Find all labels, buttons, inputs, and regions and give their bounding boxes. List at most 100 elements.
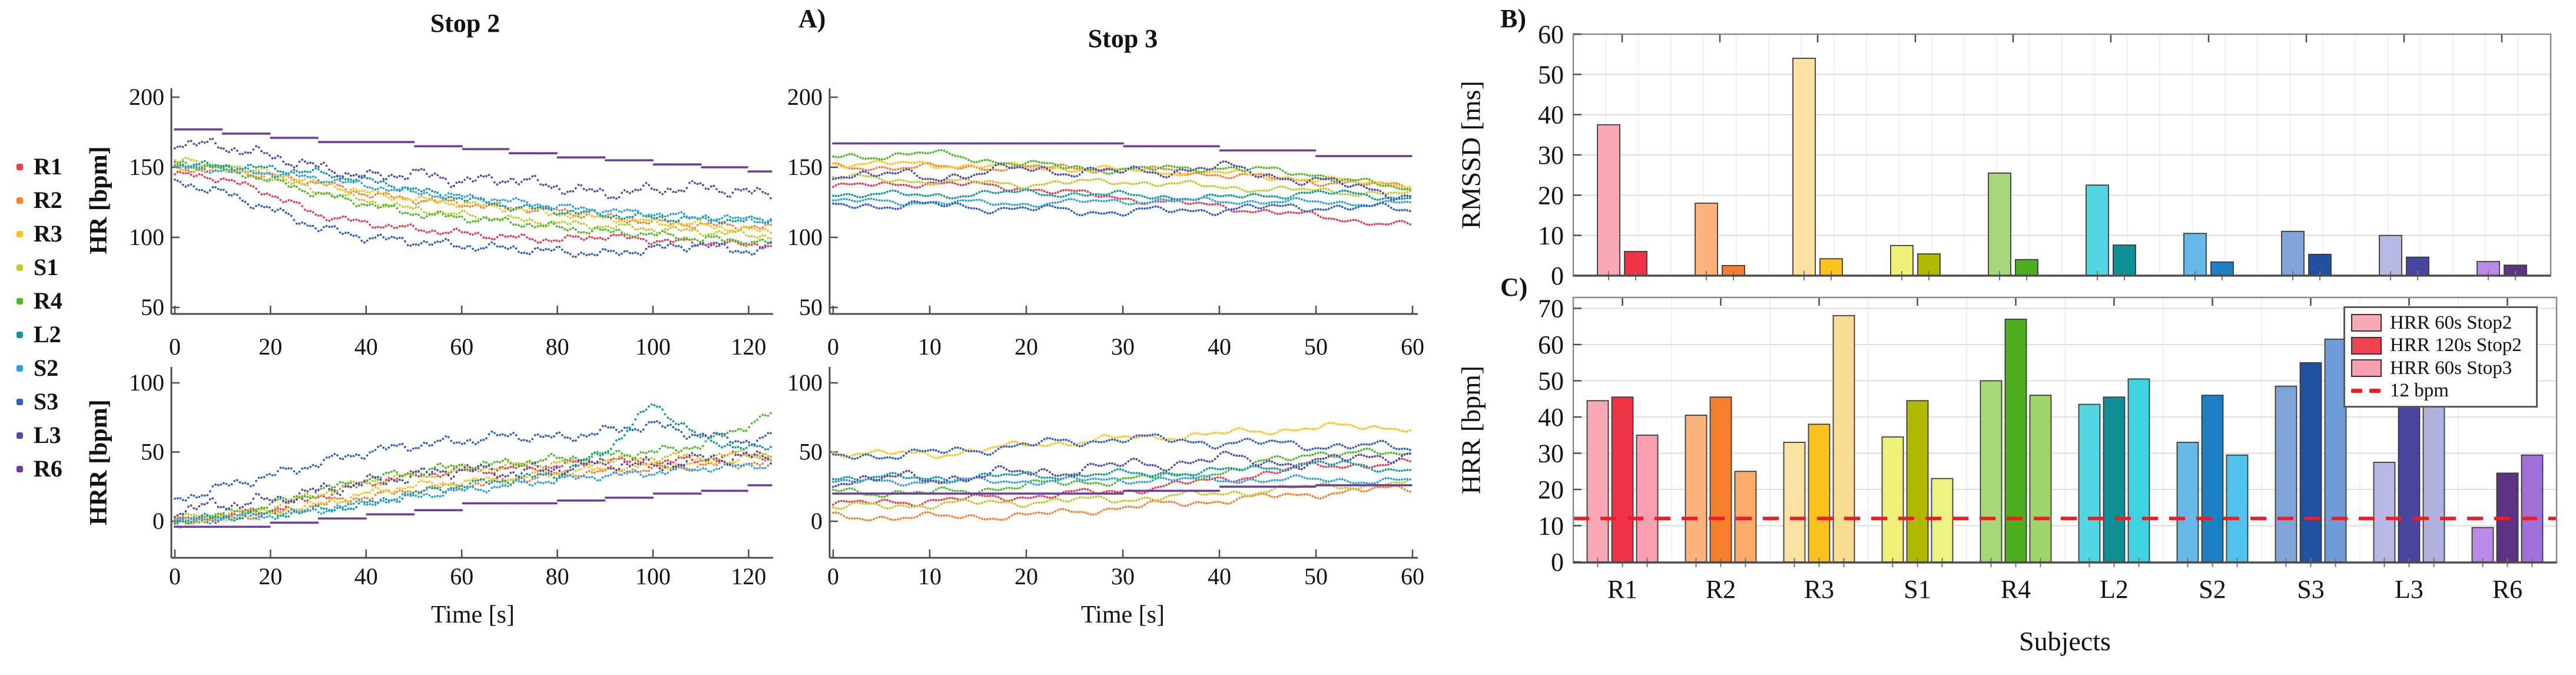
x-tick-label: 20 <box>258 563 282 590</box>
bar-R6-0 <box>2471 527 2494 562</box>
x-tick-label: 0 <box>169 333 181 360</box>
y-tick-label: 60 <box>1538 330 1564 359</box>
x-tick-label: 40 <box>1208 563 1231 590</box>
legend-swatch <box>2351 359 2382 378</box>
y-tick-label: 100 <box>787 369 823 396</box>
subject-legend-item-R4: R4 <box>16 289 62 313</box>
hrr-legend-item-0: HRR 60s Stop2 <box>2351 312 2530 335</box>
series-S1 <box>832 173 1411 197</box>
legend-marker-R2 <box>16 197 23 204</box>
stop3-title: Stop 3 <box>1088 24 1158 53</box>
y-tick-label: 50 <box>141 439 164 465</box>
y-tick-label: 40 <box>1538 403 1564 432</box>
y-tick-label: 30 <box>1538 439 1564 468</box>
plot-rmssd_bars: 0 10 20 30 40 50 60 <box>1538 20 2552 290</box>
legend-marker-L2 <box>16 331 23 338</box>
bar-S1-0 <box>1890 244 1914 276</box>
legend-label: L2 <box>34 321 61 348</box>
x-tick-label: 80 <box>546 333 569 360</box>
y-tick-label: 150 <box>129 154 164 180</box>
bar-S2-0 <box>2176 442 2199 562</box>
hr-axis-label: HR [bpm] <box>85 146 112 254</box>
series-L2 <box>832 188 1411 201</box>
x-tick-label: 0 <box>827 333 839 360</box>
legend-marker-R4 <box>16 297 23 305</box>
y-tick-label: 100 <box>129 369 164 396</box>
series-L3 <box>174 450 772 518</box>
series-S2 <box>174 164 772 224</box>
legend-label: HRR 60s Stop2 <box>2390 312 2512 333</box>
legend-marker-S2 <box>16 365 23 372</box>
bar-L2-1 <box>2103 396 2126 562</box>
series-R6 <box>174 484 773 528</box>
y-tick-label: 100 <box>787 224 823 250</box>
y-tick-label: 20 <box>1538 475 1564 504</box>
legend-marker-R1 <box>16 163 23 170</box>
series-S3 <box>174 178 772 259</box>
bar-R3-1 <box>1808 423 1831 562</box>
subject-legend-item-R3: R3 <box>16 222 62 246</box>
y-tick-label: 20 <box>1538 181 1564 210</box>
y-tick-label: 10 <box>1538 221 1564 250</box>
y-tick-label: 0 <box>1551 262 1564 290</box>
x-tick-label: 0 <box>827 563 839 590</box>
legend-label: R3 <box>34 220 62 247</box>
x-tick-label: 120 <box>731 333 766 360</box>
series-S3 <box>174 420 772 502</box>
subject-legend-item-L2: L2 <box>16 323 61 346</box>
legend-label: S1 <box>34 254 59 280</box>
y-tick-label: 100 <box>129 224 164 250</box>
series-R6 <box>832 484 1413 495</box>
series-R6 <box>174 128 773 173</box>
bar-S1-1 <box>1906 400 1929 562</box>
legend-marker-S3 <box>16 398 23 405</box>
series-R4 <box>832 447 1411 498</box>
y-tick-label: 30 <box>1538 141 1564 170</box>
bar-R1-0 <box>1597 124 1620 276</box>
time-label-stop2: Time [s] <box>431 601 515 628</box>
y-tick-label: 60 <box>1538 20 1564 49</box>
y-tick-label: 40 <box>1538 101 1564 130</box>
x-tick-label: 60 <box>450 333 473 360</box>
bar-L2-2 <box>2127 378 2150 562</box>
bar-R3-2 <box>1832 315 1855 562</box>
series-L3 <box>832 160 1411 201</box>
legend-label: HRR 60s Stop3 <box>2390 357 2512 379</box>
plot-hr_stop2: 0 20 40 60 80 100 120 50 100 150 200 <box>129 84 773 360</box>
bar-S3-1 <box>2299 362 2322 562</box>
x-tick-label: 20 <box>1015 333 1038 360</box>
bar-R3-0 <box>1783 442 1806 562</box>
legend-swatch <box>2351 314 2382 332</box>
bar-L2-0 <box>2086 184 2109 276</box>
bar-L3-1 <box>2398 405 2421 562</box>
plot-hr_stop3: 0 10 20 30 40 50 60 50 100 150 200 <box>787 84 1424 360</box>
plot-hrr_stop3: 0 10 20 30 40 50 60 0 50 100 <box>787 367 1424 590</box>
bar-S1-0 <box>1881 436 1904 562</box>
bar-R1-2 <box>1636 434 1659 562</box>
subject-legend: R1 R2 R3 S1 R4 L2 S2 S3 L3 R6 <box>0 0 82 675</box>
stop2-title: Stop 2 <box>430 9 500 38</box>
x-tick-label: 0 <box>169 563 181 590</box>
x-tick-label: 100 <box>635 333 671 360</box>
bar-R2-2 <box>1734 471 1757 562</box>
y-tick-label: 0 <box>1551 548 1564 577</box>
category-label-R1: R1 <box>1607 575 1637 604</box>
x-tick-label: 40 <box>354 333 378 360</box>
subject-legend-item-S3: S3 <box>16 390 58 413</box>
bar-L3-2 <box>2422 405 2445 562</box>
series-S3 <box>832 200 1411 217</box>
legend-marker-R6 <box>16 465 23 472</box>
x-tick-label: 30 <box>1111 563 1135 590</box>
series-S2 <box>174 462 772 525</box>
y-tick-label: 10 <box>1538 512 1564 541</box>
hrr-bars-legend: HRR 60s Stop2 HRR 120s Stop2 HRR 60s Stop3… <box>2343 306 2538 408</box>
category-label-S1: S1 <box>1904 575 1931 604</box>
bar-L3-1 <box>2406 256 2429 276</box>
legend-label: R6 <box>34 455 62 482</box>
series-L3 <box>174 138 772 200</box>
bar-S3-0 <box>2275 385 2297 562</box>
bar-R4-0 <box>1980 380 2003 562</box>
category-label-L3: L3 <box>2395 575 2424 604</box>
bar-S2-0 <box>2183 233 2207 276</box>
